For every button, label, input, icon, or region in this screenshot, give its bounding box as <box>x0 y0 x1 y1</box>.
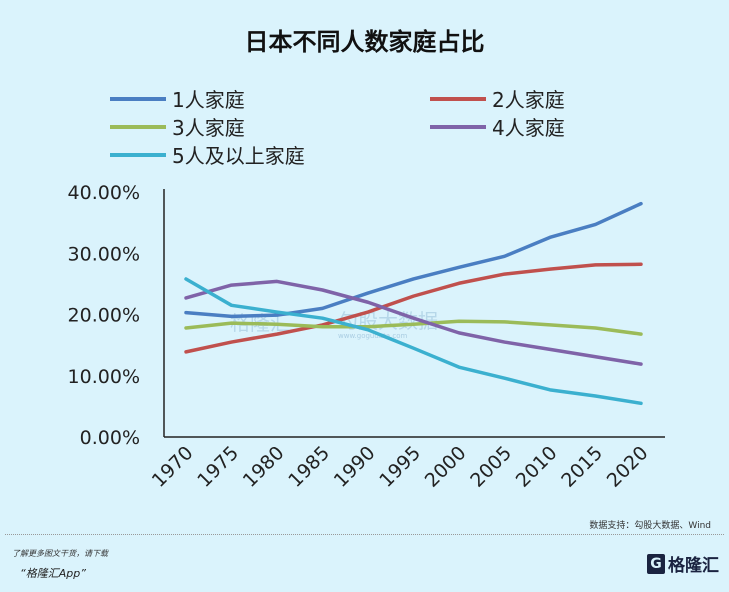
legend-swatch <box>430 124 486 129</box>
legend-swatch <box>430 96 486 101</box>
x-tick-label: 2015 <box>557 442 607 492</box>
logo-icon: G <box>647 553 665 574</box>
chart-title: 日本不同人数家庭占比 <box>244 28 485 56</box>
legend-label: 1人家庭 <box>172 88 245 112</box>
x-tick-label: 1980 <box>239 442 289 492</box>
y-tick-label: 40.00% <box>68 182 140 204</box>
legend-label: 3人家庭 <box>172 116 245 140</box>
legend-label: 5人及以上家庭 <box>172 144 305 168</box>
legend-label: 4人家庭 <box>492 116 565 140</box>
legend-item-5: 5人及以上家庭 <box>110 140 305 169</box>
source-note: 数据支持：勾股大数据、Wind <box>589 521 711 531</box>
legend-swatch <box>110 152 166 157</box>
legend-item-3: 3人家庭 <box>110 112 245 141</box>
y-tick-label: 30.00% <box>68 243 140 265</box>
divider <box>5 534 724 535</box>
x-tick-label: 1985 <box>284 442 334 492</box>
brand-logo: G 格隆汇 <box>647 551 719 576</box>
x-tick-label: 1970 <box>148 442 198 492</box>
x-tick-label: 1995 <box>375 442 425 492</box>
legend-swatch <box>110 124 166 129</box>
y-tick-label: 20.00% <box>68 305 140 327</box>
logo-text: 格隆汇 <box>668 556 719 576</box>
x-tick-label: 2010 <box>512 442 562 492</box>
x-tick-label: 2020 <box>603 442 653 492</box>
x-tick-label: 1990 <box>330 442 380 492</box>
x-tick-label: 2000 <box>421 442 471 492</box>
legend-item-2: 2人家庭 <box>430 84 565 113</box>
watermark-url: www.gogudata.com <box>338 332 407 340</box>
footer-app-name: “格隆汇App” <box>20 567 86 580</box>
y-tick-label: 10.00% <box>68 366 140 388</box>
x-tick-label: 2005 <box>466 442 516 492</box>
legend-swatch <box>110 96 166 101</box>
footer-line1: 了解更多图文干货，请下载 <box>12 549 108 558</box>
y-tick-label: 0.00% <box>80 427 140 449</box>
series-line-1 <box>184 201 643 319</box>
legend-item-1: 1人家庭 <box>110 84 245 113</box>
legend-label: 2人家庭 <box>492 88 565 112</box>
legend-item-4: 4人家庭 <box>430 112 565 141</box>
x-tick-label: 1975 <box>193 442 243 492</box>
